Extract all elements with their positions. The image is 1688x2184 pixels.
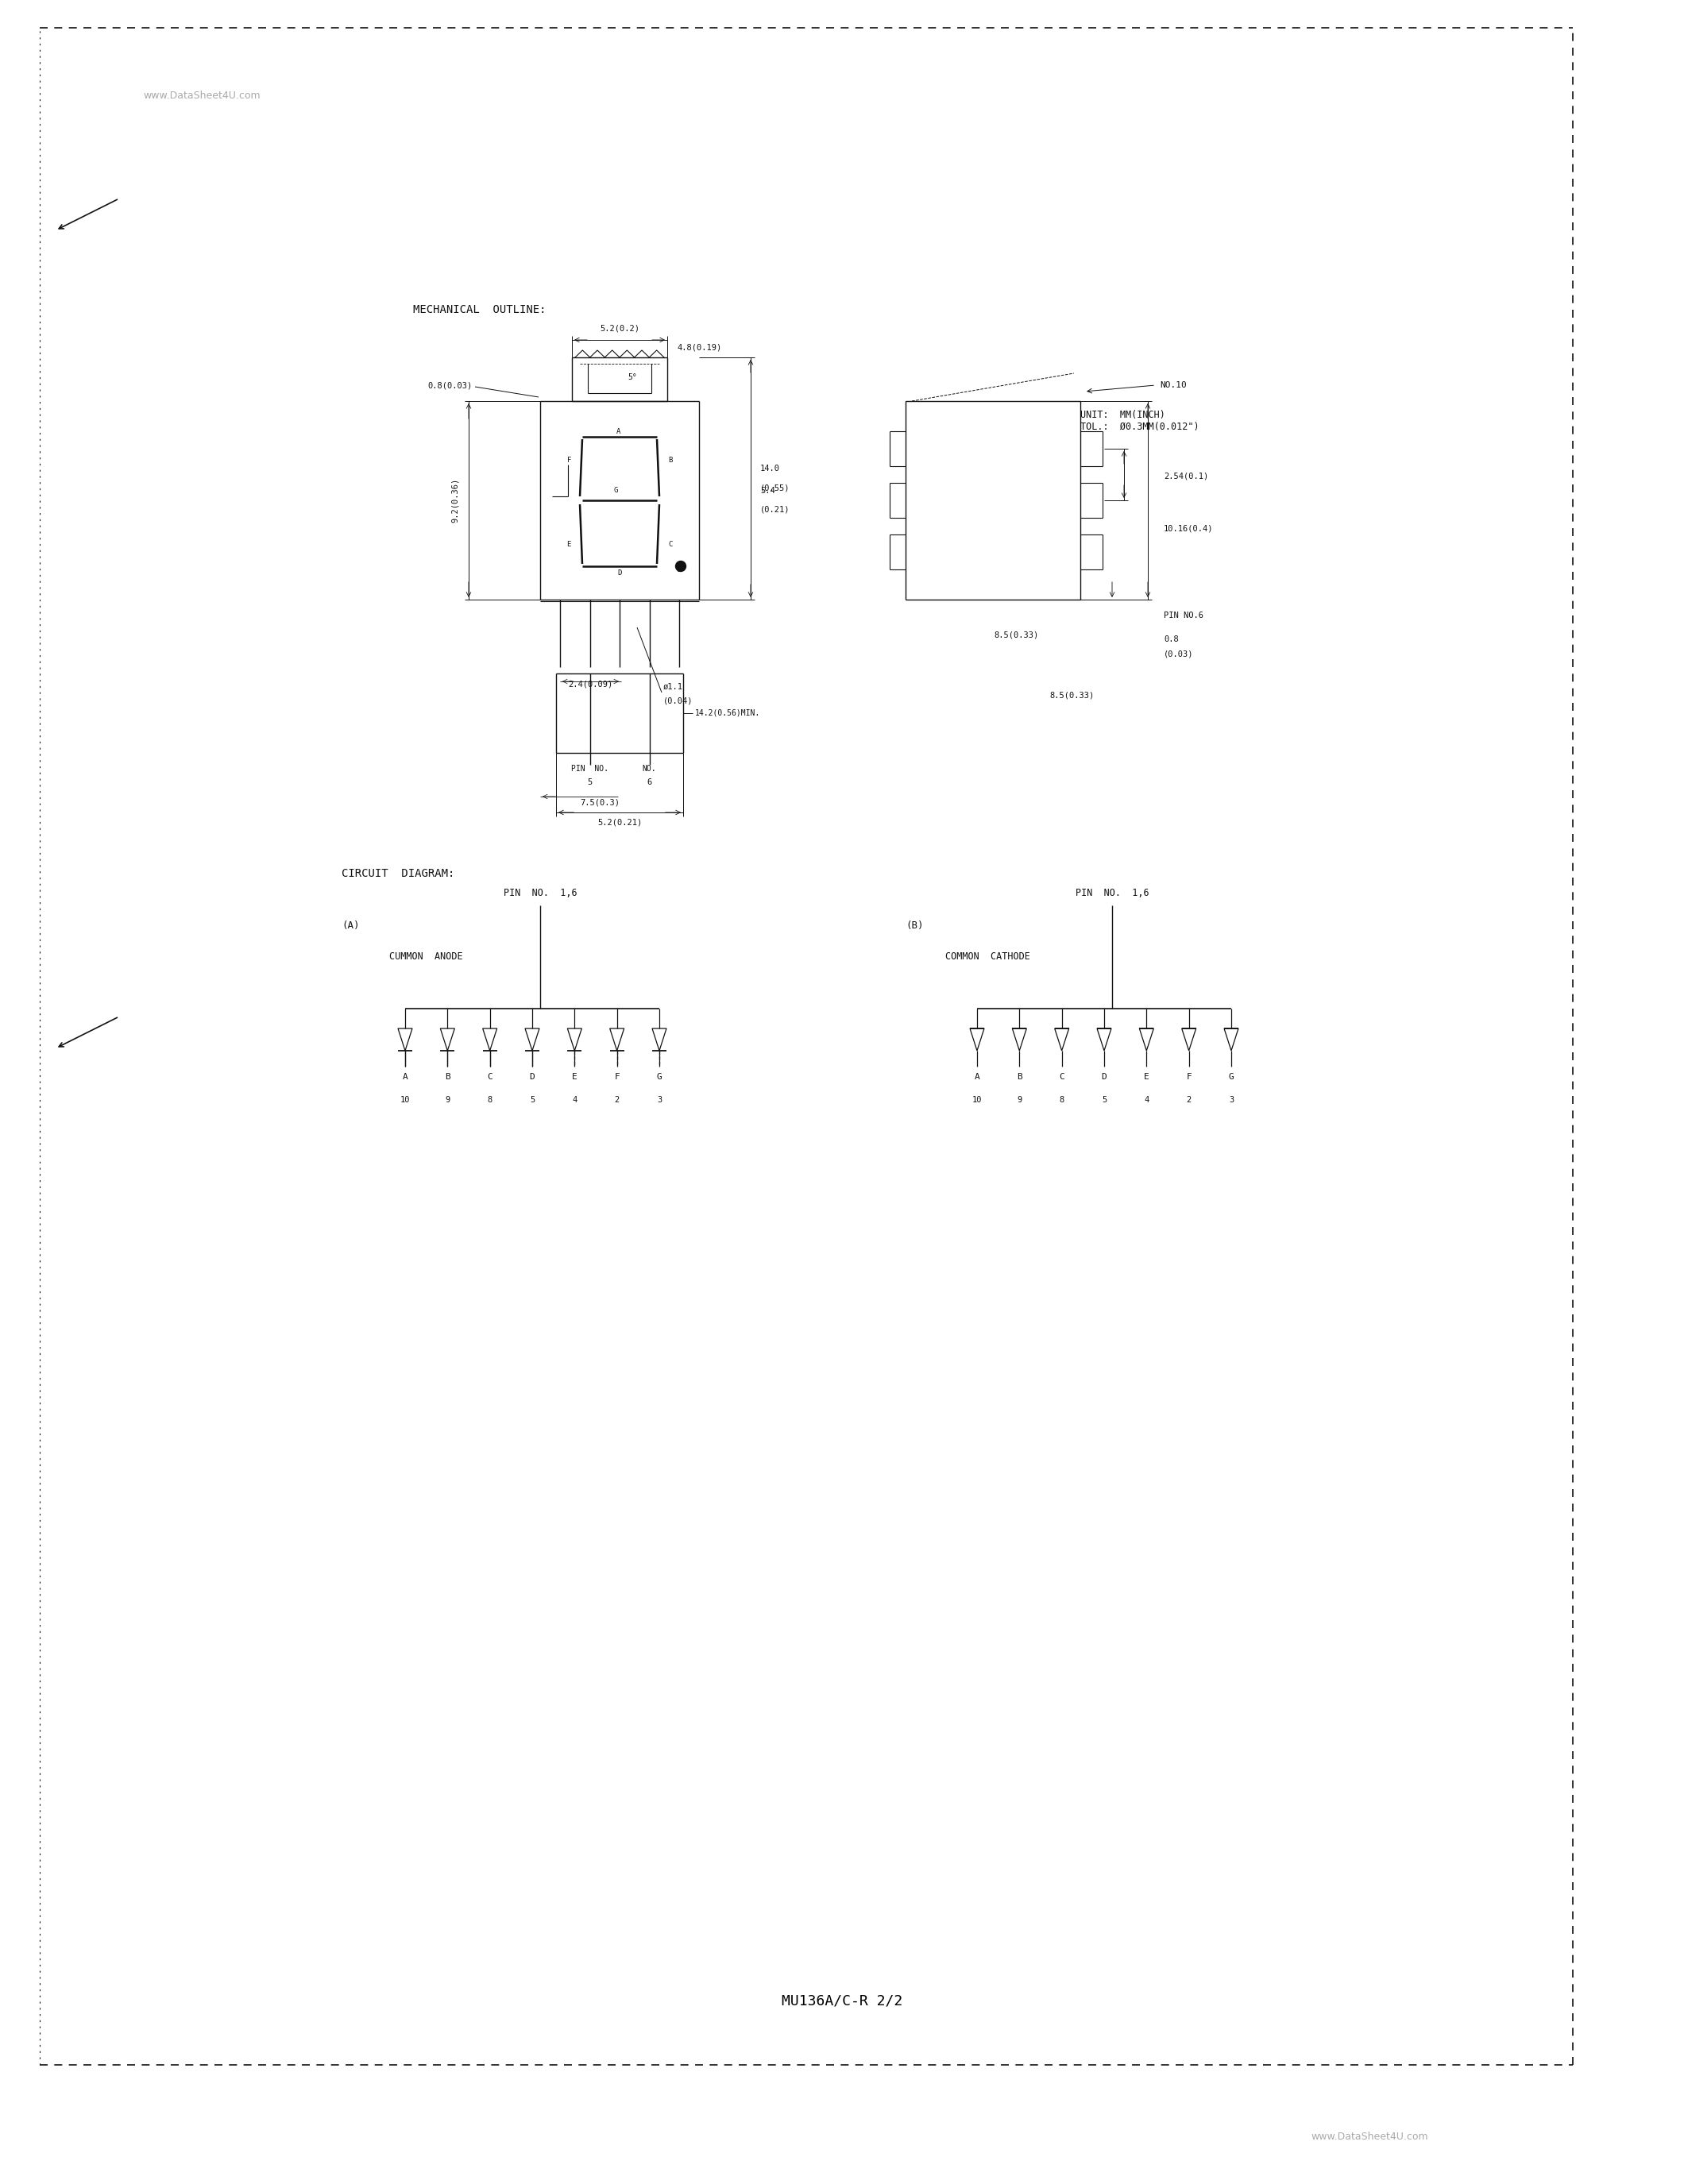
Text: C: C [668, 539, 672, 548]
Text: B: B [1016, 1072, 1023, 1081]
Text: B: B [446, 1072, 451, 1081]
Text: COMMON  CATHODE: COMMON CATHODE [945, 952, 1030, 963]
Text: NO.: NO. [643, 764, 657, 773]
Text: DP: DP [677, 566, 684, 574]
Text: G: G [613, 487, 618, 494]
Text: F: F [567, 456, 571, 465]
Text: 5.4: 5.4 [760, 487, 775, 496]
Text: PIN  NO.  1,6: PIN NO. 1,6 [503, 889, 577, 898]
Text: 9: 9 [1016, 1096, 1021, 1103]
Text: 4: 4 [572, 1096, 577, 1103]
Text: C: C [1058, 1072, 1065, 1081]
Text: PIN  NO.: PIN NO. [571, 764, 608, 773]
Text: 8: 8 [1060, 1096, 1063, 1103]
Text: E: E [572, 1072, 577, 1081]
Text: 5: 5 [1102, 1096, 1107, 1103]
Text: E: E [567, 539, 571, 548]
Text: MU136A/C-R 2/2: MU136A/C-R 2/2 [782, 1994, 903, 2009]
Text: 9.2(0.36): 9.2(0.36) [451, 478, 459, 522]
Text: 5: 5 [530, 1096, 535, 1103]
Text: 3: 3 [657, 1096, 662, 1103]
Text: 10: 10 [972, 1096, 982, 1103]
Text: 5.2(0.2): 5.2(0.2) [599, 325, 640, 332]
Text: F: F [614, 1072, 619, 1081]
Text: 5°: 5° [628, 373, 636, 382]
Text: 2.4(0.09): 2.4(0.09) [567, 681, 613, 688]
Text: 7.5(0.3): 7.5(0.3) [581, 797, 619, 806]
Text: 8.5(0.33): 8.5(0.33) [1050, 690, 1096, 699]
Text: 5: 5 [587, 778, 592, 786]
Text: (A): (A) [341, 919, 360, 930]
Text: NO.10: NO.10 [1160, 382, 1187, 389]
Text: A: A [402, 1072, 408, 1081]
Text: G: G [657, 1072, 662, 1081]
Text: A: A [616, 428, 621, 435]
Text: 9: 9 [446, 1096, 451, 1103]
Text: G: G [1229, 1072, 1234, 1081]
Text: D: D [618, 570, 621, 577]
Text: 3: 3 [1229, 1096, 1234, 1103]
Text: 2: 2 [614, 1096, 619, 1103]
Text: (0.03): (0.03) [1163, 649, 1193, 657]
Text: 0.8(0.03): 0.8(0.03) [429, 382, 473, 389]
Text: 0.8: 0.8 [1163, 636, 1178, 644]
Text: (B): (B) [905, 919, 923, 930]
Text: 4.8(0.19): 4.8(0.19) [677, 343, 721, 352]
Text: 5.2(0.21): 5.2(0.21) [598, 819, 641, 828]
Text: A: A [974, 1072, 979, 1081]
Text: www.DataSheet4U.com: www.DataSheet4U.com [1310, 2132, 1428, 2143]
Text: 10: 10 [400, 1096, 410, 1103]
Circle shape [675, 561, 685, 572]
Text: MECHANICAL  OUTLINE:: MECHANICAL OUTLINE: [414, 304, 547, 314]
Text: PIN NO.6: PIN NO.6 [1163, 612, 1204, 620]
Text: 8.5(0.33): 8.5(0.33) [994, 631, 1040, 640]
Text: CUMMON  ANODE: CUMMON ANODE [390, 952, 463, 963]
Text: 8: 8 [488, 1096, 493, 1103]
Text: 6: 6 [647, 778, 652, 786]
Text: CIRCUIT  DIAGRAM:: CIRCUIT DIAGRAM: [341, 867, 454, 880]
Text: PIN  NO.  1,6: PIN NO. 1,6 [1075, 889, 1150, 898]
Text: 14.0: 14.0 [760, 465, 780, 474]
Text: ø1.1: ø1.1 [663, 684, 684, 690]
Text: D: D [530, 1072, 535, 1081]
Text: E: E [1144, 1072, 1150, 1081]
Text: B: B [668, 456, 672, 465]
Text: 2: 2 [1187, 1096, 1192, 1103]
Text: (0.04): (0.04) [663, 697, 694, 705]
Text: 10.16(0.4): 10.16(0.4) [1163, 524, 1214, 533]
Text: www.DataSheet4U.com: www.DataSheet4U.com [143, 90, 260, 100]
Text: (0.21): (0.21) [760, 507, 790, 513]
Text: D: D [1102, 1072, 1107, 1081]
Text: C: C [488, 1072, 493, 1081]
Text: 4: 4 [1144, 1096, 1150, 1103]
Text: 14.2(0.56)MIN.: 14.2(0.56)MIN. [695, 710, 760, 716]
Text: (0.55): (0.55) [760, 485, 790, 491]
Text: UNIT:  MM(INCH)
TOL.:  Ø0.3MM(0.012"): UNIT: MM(INCH) TOL.: Ø0.3MM(0.012") [1080, 411, 1198, 432]
Text: F: F [1187, 1072, 1192, 1081]
Text: 2.54(0.1): 2.54(0.1) [1163, 472, 1209, 480]
